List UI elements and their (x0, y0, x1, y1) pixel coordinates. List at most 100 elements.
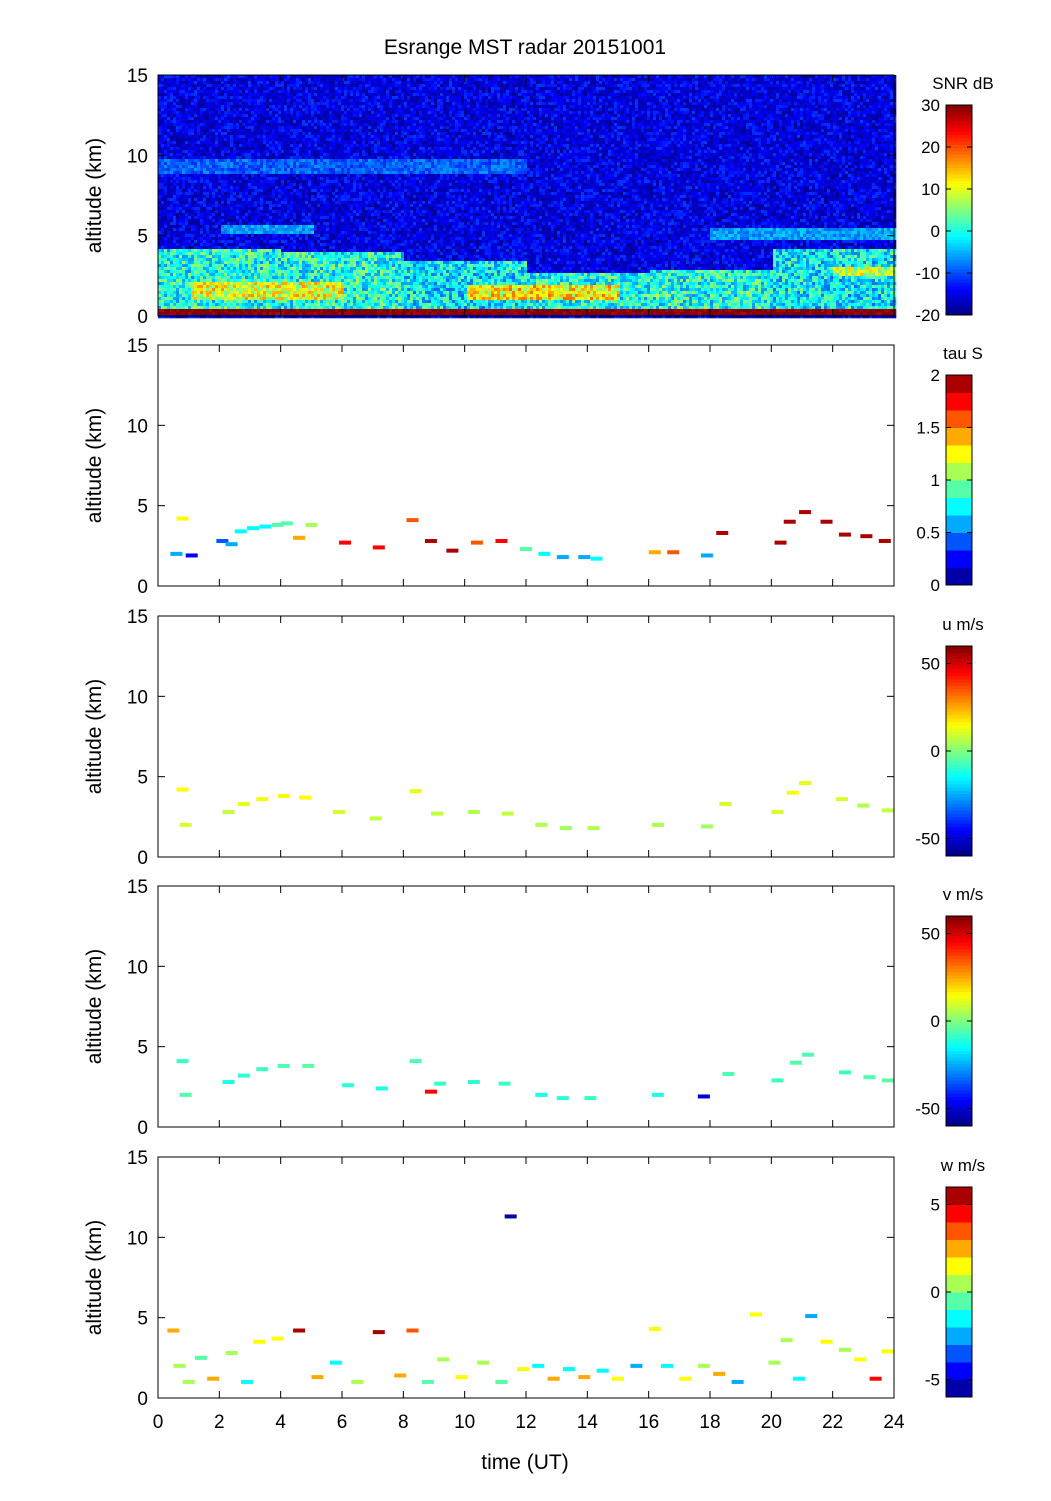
heatmap-cell (215, 204, 219, 208)
heatmap-cell (314, 246, 318, 250)
heatmap-cell (311, 201, 315, 205)
heatmap-cell (185, 252, 189, 256)
heatmap-cell (236, 207, 240, 211)
heatmap-cell (221, 219, 225, 223)
heatmap-cell (227, 306, 231, 310)
heatmap-cell (224, 111, 228, 115)
heatmap-cell (248, 198, 252, 202)
heatmap-cell (170, 138, 174, 142)
heatmap-cell (305, 180, 309, 184)
heatmap-cell (308, 84, 312, 88)
heatmap-cell (269, 222, 273, 226)
heatmap-cell (326, 210, 330, 214)
heatmap-cell (161, 132, 165, 136)
heatmap-cell (287, 264, 291, 268)
heatmap-cell (185, 270, 189, 274)
heatmap-cell (332, 237, 336, 241)
heatmap-cell (251, 96, 255, 100)
heatmap-cell (257, 252, 261, 256)
heatmap-cell (251, 150, 255, 154)
heatmap-cell (284, 153, 288, 157)
heatmap-cell (173, 93, 177, 97)
heatmap-cell (245, 177, 249, 181)
heatmap-cell (317, 147, 321, 151)
heatmap-cell (308, 264, 312, 268)
heatmap-cell (176, 315, 180, 319)
heatmap-cell (206, 123, 210, 127)
heatmap-cell (212, 156, 216, 160)
heatmap-cell (287, 171, 291, 175)
heatmap-cell (302, 216, 306, 220)
heatmap-cell (266, 114, 270, 118)
heatmap-cell (191, 306, 195, 310)
heatmap-cell (194, 141, 198, 145)
heatmap-cell (236, 141, 240, 145)
heatmap-cell (218, 195, 222, 199)
heatmap-cell (278, 219, 282, 223)
heatmap-cell (200, 144, 204, 148)
heatmap-cell (158, 285, 162, 289)
heatmap-cell (302, 78, 306, 82)
heatmap-cell (284, 234, 288, 238)
heatmap-cell (179, 309, 183, 313)
heatmap-cell (278, 159, 282, 163)
heatmap-cell (209, 132, 213, 136)
heatmap-cell (209, 210, 213, 214)
heatmap-cell (251, 219, 255, 223)
heatmap-cell (269, 315, 273, 319)
heatmap-cell (248, 246, 252, 250)
heatmap-cell (269, 255, 273, 259)
heatmap-cell (326, 237, 330, 241)
heatmap-cell (248, 114, 252, 118)
heatmap-cell (263, 273, 267, 277)
heatmap-cell (197, 258, 201, 262)
heatmap-cell (236, 174, 240, 178)
heatmap-cell (188, 108, 192, 112)
heatmap-cell (251, 258, 255, 262)
heatmap-cell (335, 237, 339, 241)
heatmap-cell (254, 273, 258, 277)
heatmap-cell (290, 192, 294, 196)
heatmap-cell (245, 291, 249, 295)
heatmap-cell (269, 75, 273, 79)
heatmap-cell (317, 111, 321, 115)
heatmap-cell (236, 309, 240, 313)
heatmap-cell (188, 201, 192, 205)
heatmap-cell (329, 174, 333, 178)
heatmap-cell (170, 165, 174, 169)
heatmap-cell (341, 192, 345, 196)
heatmap-cell (320, 177, 324, 181)
heatmap-cell (227, 153, 231, 157)
heatmap-cell (311, 267, 315, 271)
heatmap-cell (176, 291, 180, 295)
heatmap-cell (233, 195, 237, 199)
heatmap-cell (212, 162, 216, 166)
heatmap-cell (173, 297, 177, 301)
heatmap-cell (233, 129, 237, 133)
heatmap-cell (173, 243, 177, 247)
heatmap-cell (185, 192, 189, 196)
heatmap-cell (188, 312, 192, 316)
heatmap-cell (341, 84, 345, 88)
heatmap-cell (332, 180, 336, 184)
heatmap-cell (287, 129, 291, 133)
heatmap-cell (260, 201, 264, 205)
heatmap-cell (173, 264, 177, 268)
heatmap-cell (191, 282, 195, 286)
heatmap-cell (281, 120, 285, 124)
heatmap-cell (230, 210, 234, 214)
heatmap-cell (311, 273, 315, 277)
heatmap-cell (191, 198, 195, 202)
heatmap-cell (314, 189, 318, 193)
heatmap-cell (269, 81, 273, 85)
heatmap-cell (269, 117, 273, 121)
heatmap-cell (272, 180, 276, 184)
heatmap-cell (248, 222, 252, 226)
heatmap-cell (281, 87, 285, 91)
heatmap-cell (284, 237, 288, 241)
heatmap-cell (197, 252, 201, 256)
heatmap-cell (245, 315, 249, 319)
heatmap-cell (338, 180, 342, 184)
heatmap-cell (272, 288, 276, 292)
heatmap-cell (257, 141, 261, 145)
